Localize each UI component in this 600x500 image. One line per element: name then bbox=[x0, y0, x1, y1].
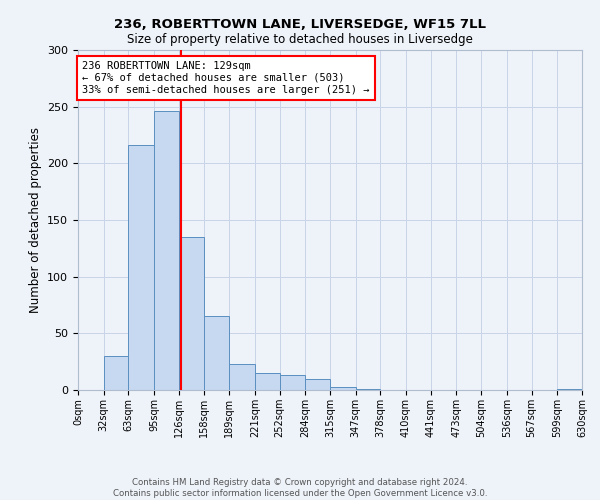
Bar bbox=[280, 376, 305, 390]
Text: 236 ROBERTTOWN LANE: 129sqm
← 67% of detached houses are smaller (503)
33% of se: 236 ROBERTTOWN LANE: 129sqm ← 67% of det… bbox=[82, 62, 370, 94]
Text: 236, ROBERTTOWN LANE, LIVERSEDGE, WF15 7LL: 236, ROBERTTOWN LANE, LIVERSEDGE, WF15 7… bbox=[114, 18, 486, 30]
Bar bbox=[330, 386, 356, 390]
Bar bbox=[154, 111, 179, 390]
Bar bbox=[179, 237, 205, 390]
Y-axis label: Number of detached properties: Number of detached properties bbox=[29, 127, 41, 313]
Bar bbox=[128, 145, 154, 390]
Bar bbox=[356, 389, 380, 390]
Bar bbox=[205, 316, 229, 390]
Bar bbox=[557, 389, 582, 390]
Text: Size of property relative to detached houses in Liversedge: Size of property relative to detached ho… bbox=[127, 32, 473, 46]
Bar bbox=[255, 373, 280, 390]
Text: Contains HM Land Registry data © Crown copyright and database right 2024.
Contai: Contains HM Land Registry data © Crown c… bbox=[113, 478, 487, 498]
Bar bbox=[229, 364, 255, 390]
Bar bbox=[104, 356, 128, 390]
Bar bbox=[305, 378, 330, 390]
